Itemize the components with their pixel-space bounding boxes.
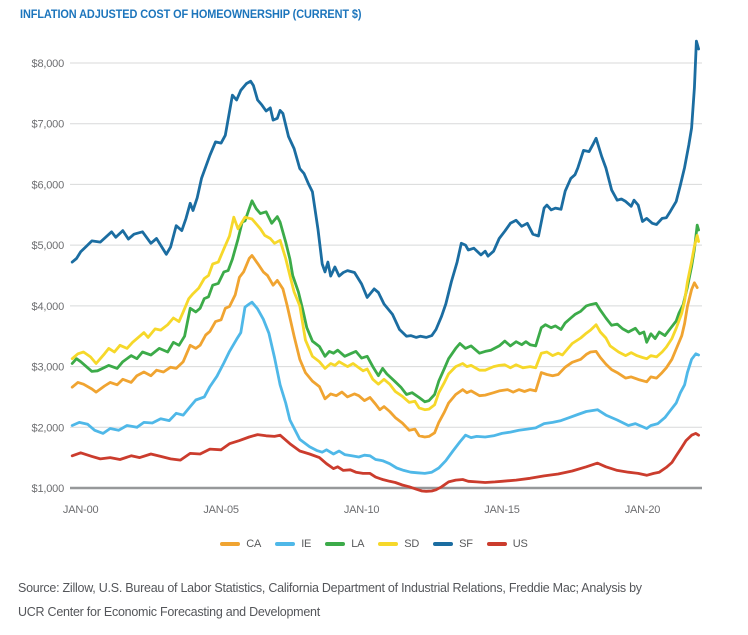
legend-label: SF [459,538,473,550]
series-line-ca [70,254,699,439]
source-line-1: Source: Zillow, U.S. Bureau of Labor Sta… [18,581,642,595]
y-tick-label: $8,000 [32,58,65,70]
y-tick-label: $2,000 [32,422,65,434]
y-tick-label: $1,000 [32,483,65,495]
series-line-sd [70,215,700,412]
chart-title: INFLATION ADJUSTED COST OF HOMEOWNERSHIP… [20,9,362,21]
legend-label: SD [404,538,420,550]
legend-swatch-ca [220,542,241,546]
series-line-us [70,431,700,493]
legend-swatch-us [486,542,507,546]
legend-item-la: LA [325,538,364,550]
source-note: Source: Zillow, U.S. Bureau of Labor Sta… [18,576,748,624]
legend-swatch-sd [378,542,399,546]
legend-label: IE [301,538,312,550]
legend-item-sd: SD [378,538,419,550]
x-tick-label: JAN-20 [625,504,661,516]
line-chart-plot-area: $1,000 $2,000 $3,000 $4,000 $5,000 $6,000 $7,0… [32,39,702,516]
x-tick-label: JAN-05 [203,504,239,516]
legend-label: CA [246,538,262,550]
legend-label: LA [351,538,365,550]
x-tick-label: JAN-15 [484,504,520,516]
legend-swatch-la [325,542,346,546]
legend-item-sf: SF [433,538,473,550]
y-tick-label: $7,000 [32,119,65,131]
y-tick-label: $3,000 [32,362,65,374]
series-line-la [70,199,700,404]
y-tick-label: $4,000 [32,301,65,313]
series-line-sf [70,39,700,339]
legend-label: US [512,538,528,550]
source-line-2: UCR Center for Economic Forecasting and … [18,605,320,619]
legend-swatch-ie [275,542,296,546]
legend-item-ca: CA [220,538,261,550]
x-tick-label: JAN-00 [63,504,99,516]
series-line-ie [70,300,700,475]
y-tick-label: $5,000 [32,240,65,252]
legend-swatch-sf [433,542,454,546]
chart-legend: CA IE LA SD SF US [0,538,748,550]
legend-item-ie: IE [275,538,311,550]
homeownership-cost-chart: $1,000 $2,000 $3,000 $4,000 $5,000 $6,000 $7,0… [0,28,748,530]
legend-item-us: US [486,538,528,550]
y-tick-label: $6,000 [32,179,65,191]
x-tick-label: JAN-10 [344,504,380,516]
